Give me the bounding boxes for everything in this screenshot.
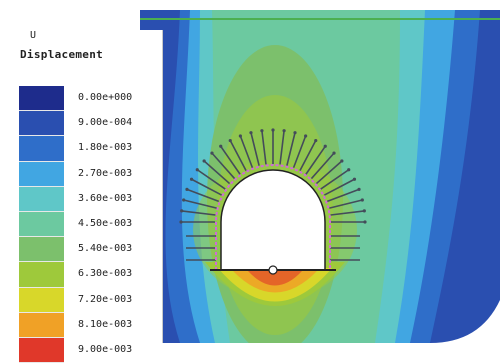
bolt-head	[185, 187, 189, 191]
bolt-head	[202, 159, 206, 163]
rock-bolt	[329, 199, 363, 209]
legend-label: 9.00e-004	[78, 117, 133, 129]
rock-bolt	[250, 132, 260, 166]
rock-bolt	[299, 140, 317, 172]
bolt-head	[304, 134, 308, 138]
rock-bolt	[191, 178, 223, 196]
legend-label: 0.00e+000	[78, 92, 133, 103]
rock-bolt	[286, 132, 296, 166]
contour-field	[140, 10, 500, 343]
bolt-head	[362, 209, 366, 213]
bolt-head	[260, 129, 264, 133]
bolt-head	[323, 144, 327, 148]
rock-bolt	[323, 178, 355, 196]
rock-bolt	[326, 188, 360, 203]
legend-swatch	[19, 262, 64, 288]
bolt-head	[179, 220, 183, 224]
legend-swatch	[19, 161, 64, 187]
legend-swatch	[19, 337, 64, 363]
bolt-head	[357, 187, 361, 191]
legend-panel: U Displacement 0.00e+000 9.00e-004 1.80e-0…	[0, 30, 163, 363]
legend-label: 1.80e-003	[78, 142, 133, 154]
bolt-head	[271, 128, 275, 132]
bolt-head	[182, 198, 186, 202]
rock-bolts	[179, 128, 367, 261]
bolt-head	[189, 177, 194, 181]
legend-label: 2.70e-003	[78, 167, 133, 179]
rock-bolt	[183, 199, 217, 209]
tunnel-opening	[220, 169, 326, 271]
legend-title-quantity: Displacement	[20, 48, 104, 61]
legend-label: 6.30e-003	[78, 268, 133, 280]
bolt-head	[180, 209, 184, 213]
displacement-contour-plot	[140, 10, 500, 343]
legend-color-bar	[19, 86, 64, 363]
legend-swatch	[19, 287, 64, 313]
rock-bolt	[196, 169, 226, 190]
bolt-head	[219, 144, 223, 148]
legend-swatch	[19, 186, 64, 212]
bolt-head	[249, 131, 253, 135]
legend-swatch	[19, 86, 64, 112]
rock-bolt	[181, 210, 216, 216]
legend-swatch	[19, 237, 64, 263]
bolt-head	[228, 138, 232, 143]
bolt-head	[363, 220, 367, 224]
legend-swatch	[19, 211, 64, 238]
tunnel-lining-ring	[215, 164, 331, 270]
bolt-head	[210, 151, 214, 155]
legend-swatch	[19, 312, 64, 338]
rock-bolt	[305, 145, 326, 175]
legend-swatch	[19, 111, 64, 137]
rock-bolt	[292, 135, 307, 169]
bolt-head	[238, 134, 242, 138]
rock-bolt	[229, 140, 247, 172]
legend-label: 9.00e-003	[78, 344, 133, 355]
bolt-head	[360, 198, 364, 202]
rock-bolt	[211, 152, 236, 180]
rock-bolt	[315, 160, 343, 185]
rock-bolt	[203, 160, 231, 185]
bolt-head	[293, 131, 297, 135]
legend-label: 3.60e-003	[78, 192, 133, 204]
rock-bolt	[279, 130, 285, 165]
bolt-head	[332, 151, 336, 155]
bolt-head	[340, 159, 344, 163]
bolt-head	[195, 168, 199, 172]
rock-bolt	[330, 210, 365, 216]
rock-bolt	[239, 135, 254, 169]
rock-bolt	[310, 152, 335, 180]
bolt-head	[347, 168, 351, 172]
bolt-head	[314, 138, 318, 143]
rock-bolt	[261, 130, 267, 165]
legend-swatch	[19, 136, 64, 162]
bolt-head	[282, 129, 286, 133]
legend-label: 8.10e-003	[78, 318, 133, 330]
bolt-head	[352, 177, 357, 181]
legend-title-variable: U	[30, 30, 37, 41]
invert-marker	[268, 265, 278, 275]
rock-bolt	[220, 145, 241, 175]
legend-label: 7.20e-003	[78, 293, 133, 305]
rock-bolt	[186, 188, 220, 203]
legend-label: 4.50e-003	[78, 218, 133, 229]
rock-bolt	[320, 169, 350, 190]
legend-label: 5.40e-003	[78, 243, 133, 255]
